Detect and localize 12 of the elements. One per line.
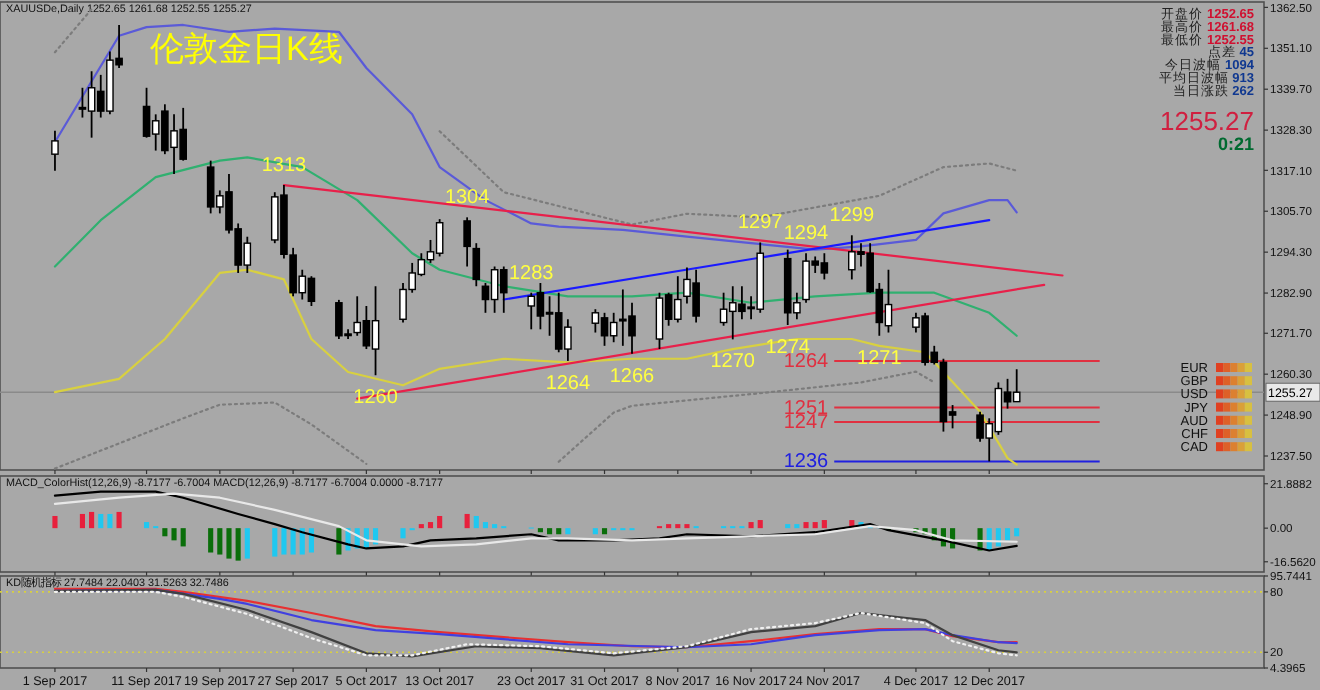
annotation: 1266: [609, 365, 656, 388]
annotation: 1294: [783, 223, 830, 246]
ref-line-label: 1236: [783, 451, 830, 474]
text: 伦敦金日K线: [150, 30, 343, 68]
annotation: 1255.27: [1160, 106, 1254, 136]
annotation: 1264: [545, 372, 591, 395]
annotation: 1297: [737, 212, 784, 235]
annotation: 1299: [829, 205, 875, 228]
ref-line-label: 1247: [783, 411, 830, 434]
annotation: 1270: [710, 351, 756, 374]
annotation: 1283: [509, 262, 555, 285]
annotation: 0:21: [1217, 134, 1254, 154]
